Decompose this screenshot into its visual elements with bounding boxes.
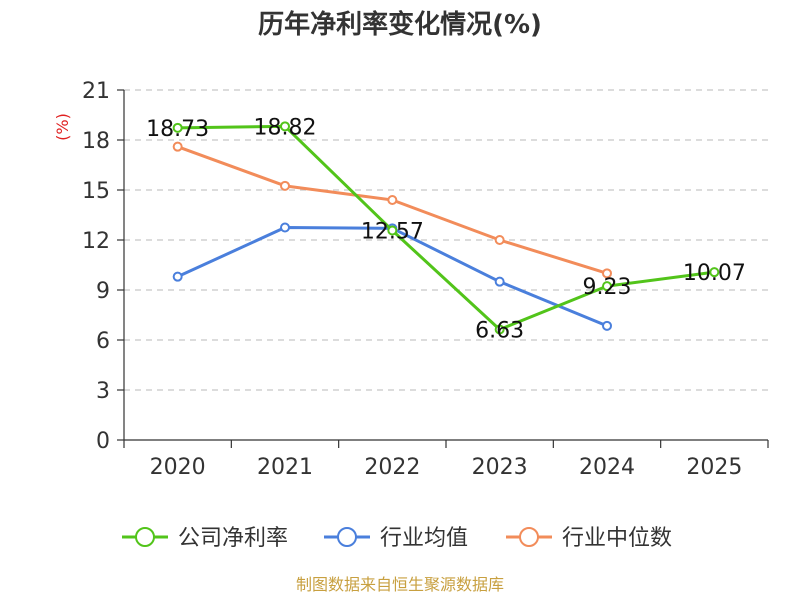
grid-lines xyxy=(124,89,768,391)
data-label: 9.23 xyxy=(583,275,632,300)
y-tick-label: 9 xyxy=(96,279,110,304)
legend-item[interactable]: 行业中位数 xyxy=(506,526,672,551)
data-point xyxy=(172,141,183,152)
y-tick-label: 15 xyxy=(82,179,110,204)
y-tick-label: 18 xyxy=(82,129,110,154)
legend-label: 行业均值 xyxy=(380,526,468,551)
x-tick-label: 2024 xyxy=(579,455,635,480)
data-point xyxy=(280,121,290,132)
y-tick-label: 6 xyxy=(96,329,110,354)
legend-marker xyxy=(337,527,357,547)
y-tick-label: 3 xyxy=(96,379,110,404)
data-label: 18.73 xyxy=(146,117,209,142)
data-point xyxy=(709,267,720,278)
data-point xyxy=(172,122,183,133)
data-point xyxy=(172,271,183,282)
x-tick-label: 2025 xyxy=(686,455,742,480)
data-point xyxy=(494,276,505,287)
data-label: 6.63 xyxy=(475,319,524,344)
data-label: 18.82 xyxy=(254,115,317,140)
data-label: 10.07 xyxy=(683,261,746,286)
y-axis-unit: (%) xyxy=(53,113,72,141)
legend-marker xyxy=(135,527,155,547)
data-point xyxy=(602,268,612,279)
data-point xyxy=(602,320,612,331)
y-tick-label: 21 xyxy=(82,79,110,104)
y-tick-label: 12 xyxy=(82,229,110,254)
axes: 0 3 6 9 12 15 18 21 2020 2021 2022 2023 2024 2025 xyxy=(82,79,769,480)
series-line xyxy=(177,145,608,275)
series-line xyxy=(177,124,715,331)
legend-label: 公司净利率 xyxy=(178,526,288,551)
legend-label: 行业中位数 xyxy=(562,526,672,551)
x-tick-label: 2022 xyxy=(364,455,420,480)
data-point xyxy=(494,324,505,335)
x-tick-label: 2023 xyxy=(472,455,528,480)
data-point xyxy=(280,222,290,233)
data-label: 12.57 xyxy=(361,220,424,245)
legend-marker xyxy=(519,527,539,547)
y-tick-label: 0 xyxy=(96,429,110,454)
data-point xyxy=(494,235,505,245)
data-point xyxy=(280,180,290,191)
data-point xyxy=(602,281,612,292)
x-tick-label: 2021 xyxy=(257,455,313,480)
series-lines xyxy=(172,121,720,335)
data-point xyxy=(387,195,398,205)
source-note: 制图数据来自恒生聚源数据库 xyxy=(296,575,504,594)
chart-title: 历年净利率变化情况(%) xyxy=(258,9,542,40)
data-point xyxy=(387,225,398,236)
legend[interactable]: 公司净利率 行业均值 行业中位数 xyxy=(122,526,672,551)
legend-item[interactable]: 公司净利率 xyxy=(122,526,288,551)
data-labels: 18.73 18.82 12.57 6.63 9.23 10.07 xyxy=(146,115,746,343)
legend-item[interactable]: 行业均值 xyxy=(324,526,468,551)
x-tick-label: 2020 xyxy=(150,455,206,480)
